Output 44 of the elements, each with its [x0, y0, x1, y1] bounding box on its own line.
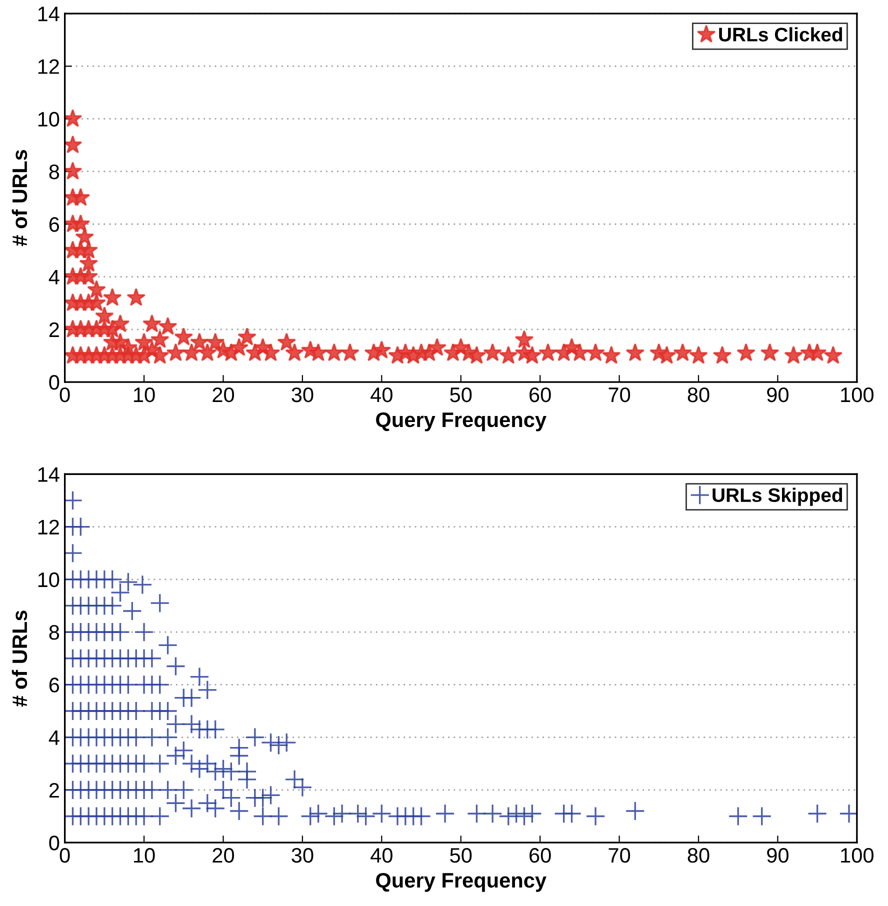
x-axis-title: Query Frequency: [376, 412, 546, 432]
x-tick-label: 10: [134, 387, 155, 402]
x-tick-label: 90: [767, 387, 788, 402]
y-tick-label: 12: [38, 59, 59, 74]
y-tick-label: 14: [38, 6, 60, 22]
x-tick-label: 50: [450, 387, 472, 402]
legend-label: URLs Skipped: [712, 488, 842, 506]
x-tick-label: 100: [841, 387, 874, 402]
y-tick-label: 4: [48, 270, 60, 284]
y-tick-label: 6: [49, 678, 60, 692]
y-tick-label: 2: [49, 782, 59, 798]
y-tick-label: 4: [48, 730, 60, 745]
x-tick-label: 50: [450, 848, 472, 863]
x-tick-label: 30: [292, 848, 314, 863]
y-tick-label: 12: [38, 520, 59, 534]
y-tick-label: 8: [49, 625, 60, 640]
y-tick-label: 14: [38, 467, 60, 482]
x-tick-label: 10: [134, 848, 155, 863]
x-tick-label: 60: [530, 387, 551, 402]
x-tick-label: 70: [608, 387, 630, 402]
x-tick-label: 0: [60, 387, 70, 402]
x-axis-title: Query Frequency: [376, 872, 546, 892]
x-tick-label: 20: [212, 848, 234, 863]
y-tick-label: 10: [38, 572, 60, 588]
y-tick-label: 2: [49, 322, 59, 337]
y-axis-title: # of URLs: [12, 150, 28, 246]
x-tick-label: 0: [60, 848, 70, 863]
x-tick-label: 30: [292, 387, 314, 402]
y-tick-label: 0: [49, 836, 60, 850]
x-tick-label: 60: [530, 848, 551, 863]
x-tick-label: 70: [608, 848, 630, 863]
x-tick-label: 40: [370, 848, 392, 863]
y-tick-label: 6: [49, 217, 60, 232]
x-tick-label: 90: [767, 848, 788, 863]
x-tick-label: 80: [688, 387, 710, 402]
x-tick-label: 100: [841, 848, 874, 863]
x-tick-label: 80: [688, 848, 710, 863]
y-tick-label: 8: [49, 164, 60, 180]
y-tick-label: 10: [38, 112, 60, 127]
x-tick-label: 40: [370, 387, 392, 402]
legend-label: URLs Clicked: [719, 27, 842, 42]
x-tick-label: 20: [212, 387, 234, 402]
y-tick-label: 0: [49, 375, 60, 390]
y-axis-title: # of URLs: [12, 610, 28, 707]
